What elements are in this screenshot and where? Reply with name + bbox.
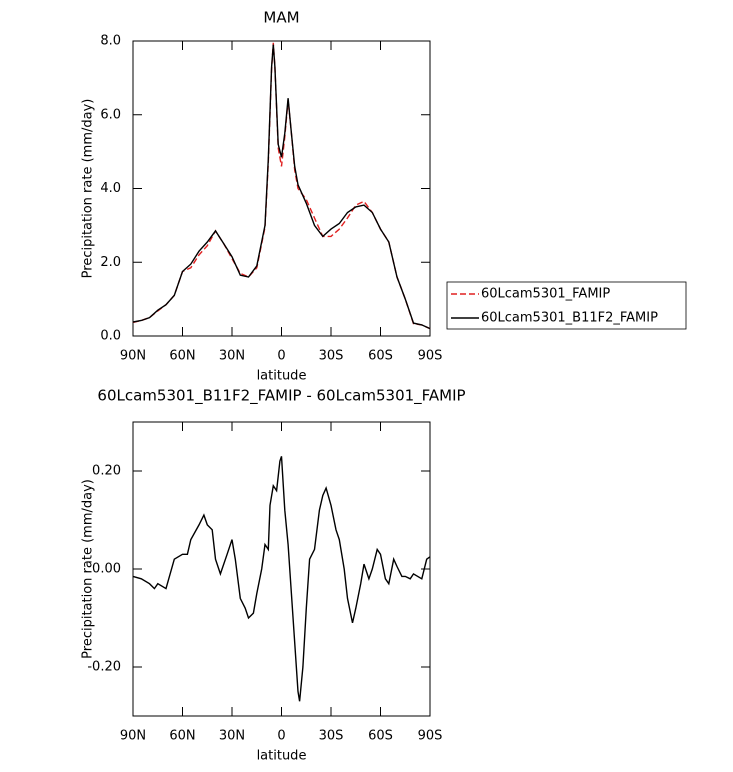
y-tick-label: 0.0 (100, 329, 121, 344)
x-tick-label: 60N (169, 349, 195, 364)
x-axis-label: latitude (257, 749, 307, 764)
y-tick-label: 6.0 (100, 107, 121, 122)
chart-title: MAM (263, 9, 299, 27)
plot-frame (132, 421, 431, 717)
x-tick-label: 0 (277, 349, 285, 364)
y-tick-label: 8.0 (100, 34, 121, 49)
data-line (132, 456, 431, 702)
x-tick-label: 90S (418, 729, 443, 744)
y-tick-label: 4.0 (100, 181, 121, 196)
x-tick-label: 60N (169, 729, 195, 744)
x-tick-label: 90S (418, 349, 443, 364)
legend-box (446, 281, 687, 330)
x-tick-label: 60S (368, 349, 393, 364)
y-tick-label: 0.00 (92, 562, 121, 577)
x-tick-label: 0 (277, 729, 285, 744)
x-tick-label: 30S (319, 729, 344, 744)
y-tick-label: 0.20 (92, 464, 121, 479)
y-axis-label: Precipitation rate (mm/day) (81, 479, 96, 659)
y-tick-label: 2.0 (100, 255, 121, 270)
x-tick-label: 60S (368, 729, 393, 744)
x-tick-label: 30N (219, 729, 245, 744)
x-tick-label: 30N (219, 349, 245, 364)
chart-title: 60Lcam5301_B11F2_FAMIP - 60Lcam5301_FAMI… (97, 387, 465, 406)
data-line (132, 44, 431, 330)
x-tick-label: 30S (319, 349, 344, 364)
y-tick-label: -0.20 (87, 660, 121, 675)
x-axis-label: latitude (257, 369, 307, 384)
plot-frame (132, 40, 431, 337)
x-tick-label: 90N (120, 729, 146, 744)
legend-label: 60Lcam5301_B11F2_FAMIP (481, 311, 658, 326)
x-tick-label: 90N (120, 349, 146, 364)
legend-label: 60Lcam5301_FAMIP (481, 287, 610, 302)
y-axis-label: Precipitation rate (mm/day) (81, 99, 96, 279)
